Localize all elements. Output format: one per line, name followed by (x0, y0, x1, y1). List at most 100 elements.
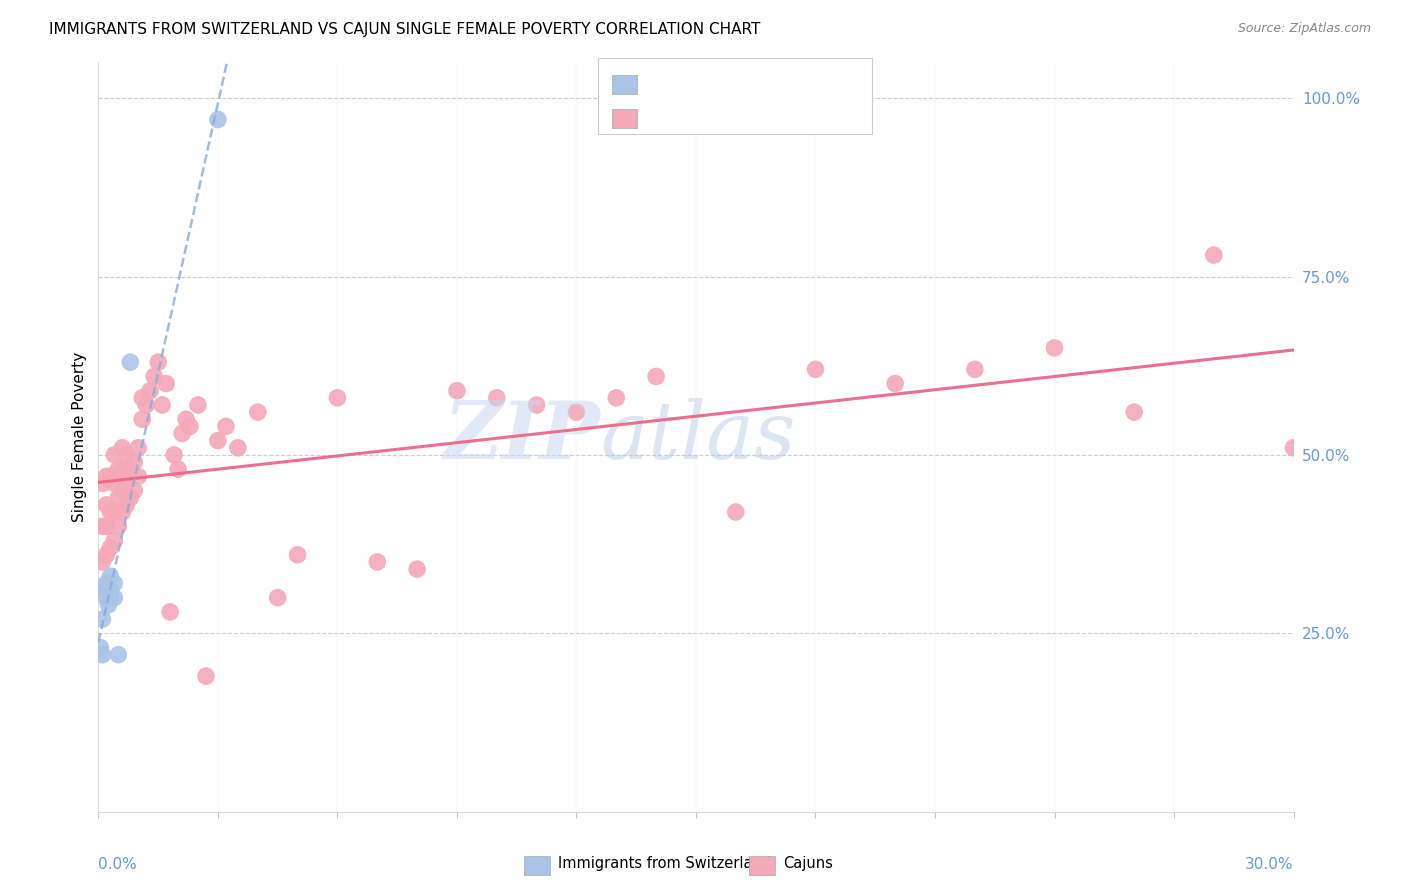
Text: 16: 16 (772, 70, 793, 85)
Point (148, 355, 170, 369)
Point (91, 555, 114, 569)
Point (93, 583, 115, 598)
Point (120, 491, 142, 505)
Point (155, 376, 177, 391)
Point (107, 462, 129, 476)
Text: ZIP: ZIP (443, 399, 600, 475)
Point (207, 434, 229, 448)
Text: N =: N = (740, 70, 773, 85)
Text: 69: 69 (772, 104, 793, 119)
Point (215, 419, 238, 434)
Point (103, 505, 125, 519)
Point (526, 398, 548, 412)
Point (150, 398, 173, 412)
Point (103, 576, 125, 591)
Point (120, 462, 142, 476)
Point (884, 376, 907, 391)
Text: N =: N = (740, 104, 773, 119)
Point (103, 591, 125, 605)
Point (97, 598, 120, 612)
Point (98, 591, 122, 605)
Point (96, 591, 118, 605)
Point (107, 648, 129, 662)
Point (111, 505, 134, 519)
Point (195, 669, 218, 683)
Point (226, 441, 249, 455)
Point (174, 412, 197, 426)
Point (98, 469, 122, 483)
Text: R =: R = (645, 70, 679, 85)
Text: 0.314: 0.314 (679, 70, 727, 85)
Point (107, 491, 129, 505)
Point (131, 391, 153, 405)
Text: R =: R = (645, 104, 679, 119)
Point (485, 391, 508, 405)
Point (804, 362, 827, 376)
Point (605, 391, 627, 405)
Point (724, 505, 747, 519)
Point (406, 562, 429, 576)
Point (98, 569, 122, 583)
Point (107, 519, 129, 533)
Point (89, 640, 111, 655)
Point (645, 369, 668, 384)
Text: 0.395: 0.395 (679, 104, 727, 119)
Point (1043, 341, 1066, 355)
Text: 30.0%: 30.0% (1246, 856, 1294, 871)
Point (96, 498, 118, 512)
Point (96, 519, 118, 533)
Point (98, 583, 122, 598)
Point (96, 469, 118, 483)
Point (167, 462, 190, 476)
Point (1123, 405, 1146, 419)
Point (326, 391, 349, 405)
Point (111, 441, 134, 455)
Point (124, 455, 146, 469)
Point (115, 476, 138, 491)
Point (103, 448, 125, 462)
Point (120, 355, 142, 369)
Y-axis label: Single Female Poverty: Single Female Poverty (72, 352, 87, 522)
Text: IMMIGRANTS FROM SWITZERLAND VS CAJUN SINGLE FEMALE POVERTY CORRELATION CHART: IMMIGRANTS FROM SWITZERLAND VS CAJUN SIN… (49, 22, 761, 37)
Text: Cajuns: Cajuns (783, 856, 832, 871)
Point (135, 398, 157, 412)
Point (139, 384, 162, 398)
Point (96, 548, 118, 562)
Point (103, 476, 125, 491)
Point (96, 583, 118, 598)
Text: Immigrants from Switzerland: Immigrants from Switzerland (558, 856, 772, 871)
Point (103, 533, 125, 548)
Point (98, 541, 122, 555)
Point (91, 612, 114, 626)
Point (115, 498, 138, 512)
Point (91, 476, 114, 491)
Point (163, 448, 186, 462)
Point (1282, 441, 1305, 455)
Point (111, 483, 134, 498)
Point (91, 648, 114, 662)
Point (287, 548, 309, 562)
Point (124, 483, 146, 498)
Point (131, 412, 153, 426)
Point (207, 112, 229, 127)
Point (963, 362, 986, 376)
Point (111, 462, 134, 476)
Point (159, 605, 181, 619)
Point (96, 576, 118, 591)
Point (127, 469, 149, 483)
Text: Source: ZipAtlas.com: Source: ZipAtlas.com (1237, 22, 1371, 36)
Point (98, 505, 122, 519)
Text: atlas: atlas (600, 399, 796, 475)
Point (172, 426, 194, 441)
Point (91, 519, 114, 533)
Point (115, 448, 138, 462)
Point (267, 591, 290, 605)
Point (1202, 248, 1225, 262)
Point (446, 384, 468, 398)
Point (246, 405, 269, 419)
Text: 0.0%: 0.0% (98, 856, 138, 871)
Point (565, 405, 588, 419)
Point (187, 398, 209, 412)
Point (366, 555, 388, 569)
Point (127, 441, 149, 455)
